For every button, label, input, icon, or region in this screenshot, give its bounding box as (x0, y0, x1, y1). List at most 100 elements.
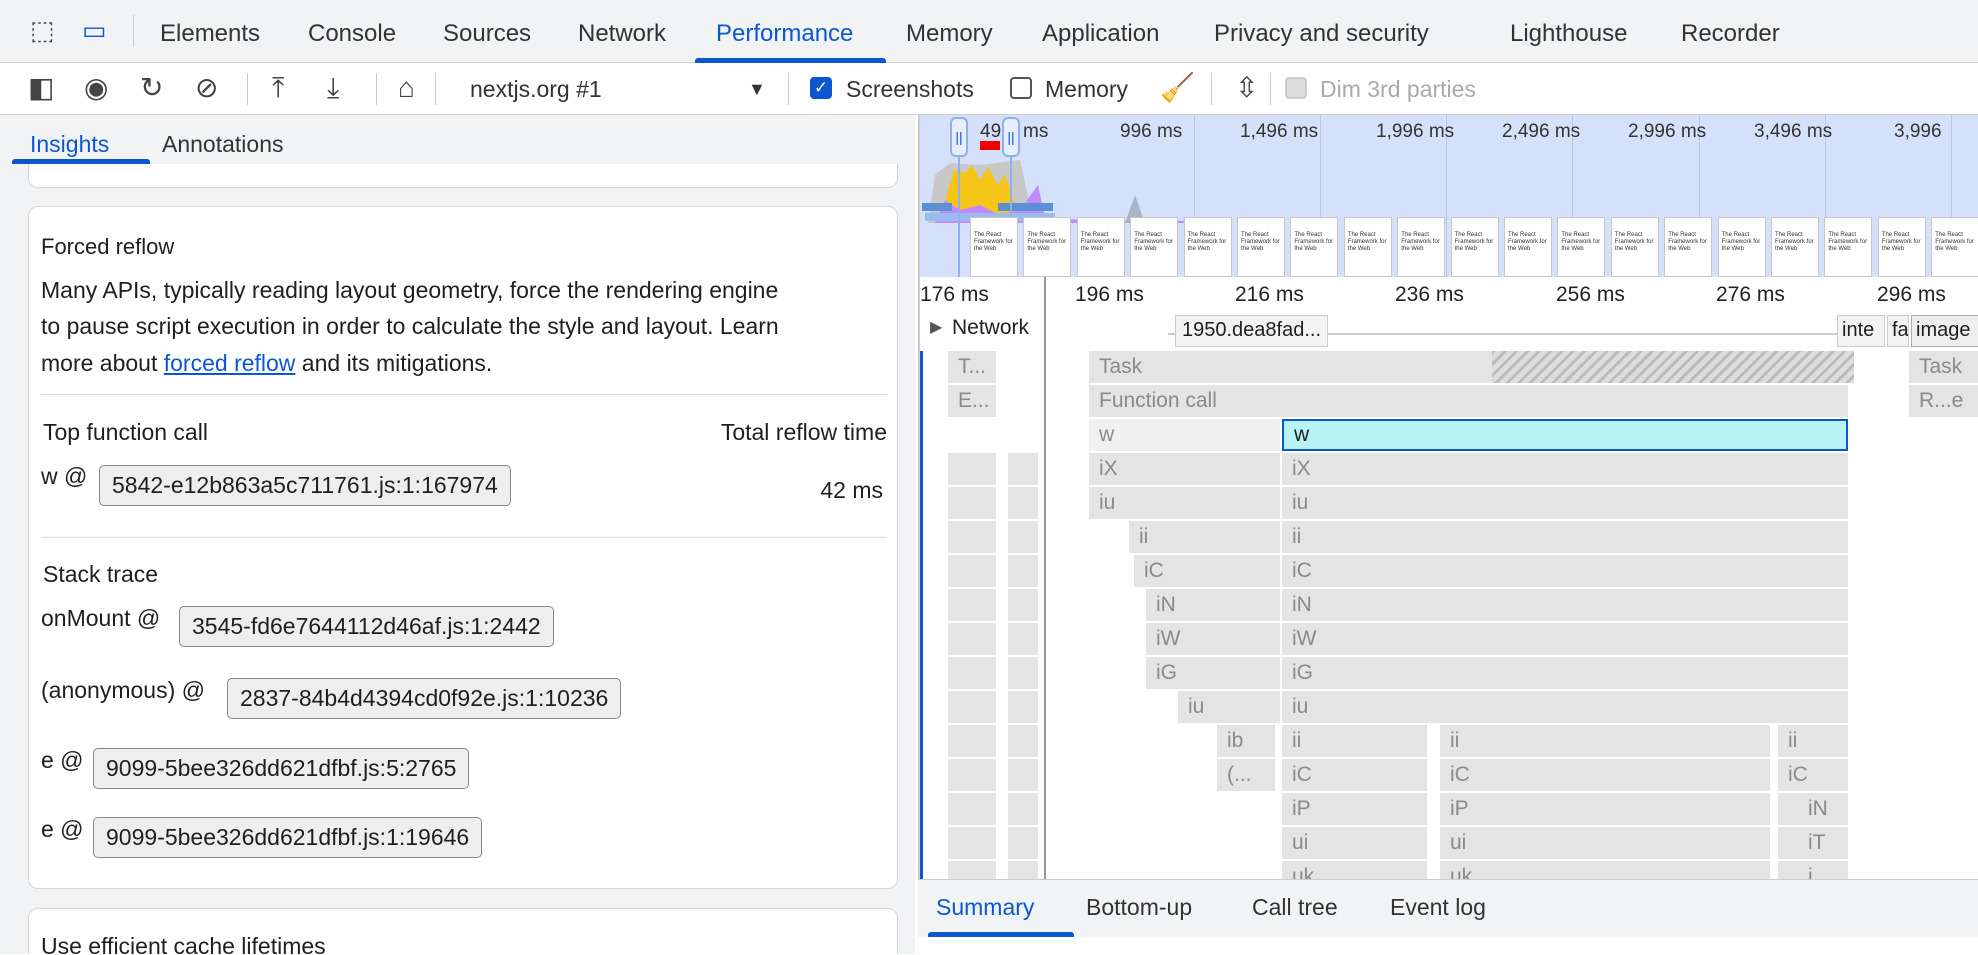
flame-block-small[interactable] (948, 657, 996, 689)
tab-summary[interactable]: Summary (936, 894, 1035, 920)
source-link-chip[interactable]: 5842-e12b863a5c711761.js:1:167974 (99, 465, 511, 506)
flame-block[interactable]: iu (1178, 691, 1280, 723)
range-handle-left[interactable]: || (950, 117, 968, 157)
flame-block[interactable]: iu (1282, 487, 1848, 519)
screenshot-thumbnail[interactable]: The React Framework for the Web (1290, 217, 1339, 277)
screenshot-thumbnail[interactable]: The React Framework for the Web (1717, 217, 1766, 277)
dropdown-arrow-icon[interactable]: ▼ (748, 79, 766, 99)
flame-block[interactable]: iC (1134, 555, 1280, 587)
tab-event-log[interactable]: Event log (1390, 894, 1486, 920)
flame-block[interactable]: iu (1089, 487, 1280, 519)
garbage-collect-broom-icon[interactable]: 🧹 (1160, 72, 1195, 103)
flame-block-small[interactable] (948, 759, 996, 791)
flame-block-task[interactable]: Task (1909, 351, 1978, 383)
tab-annotations[interactable]: Annotations (162, 131, 284, 157)
flame-block[interactable]: iX (1282, 453, 1848, 485)
screenshot-thumbnail[interactable]: The React Framework for the Web (1237, 217, 1285, 277)
stack-frame-link[interactable]: 9099-5bee326dd621dfbf.js:5:2765 (93, 748, 470, 789)
flame-block[interactable]: iX (1089, 453, 1280, 485)
tab-recorder[interactable]: Recorder (1681, 20, 1780, 47)
flame-block-small[interactable] (1008, 623, 1038, 655)
flame-block[interactable]: T... (948, 351, 996, 383)
screenshots-checkbox[interactable]: ✓ (810, 77, 832, 99)
recording-select[interactable]: nextjs.org #1 (470, 76, 602, 102)
flame-block[interactable]: E... (948, 385, 996, 417)
flame-block-small[interactable] (1008, 793, 1038, 825)
network-request[interactable]: inte (1837, 315, 1885, 347)
network-track-label[interactable]: Network (952, 316, 1030, 339)
flame-block[interactable]: ib (1217, 725, 1275, 757)
flame-block[interactable]: ii (1282, 725, 1427, 757)
screenshot-thumbnail[interactable]: The React Framework for the Web (1450, 217, 1499, 277)
network-request[interactable]: fa (1887, 315, 1909, 347)
flame-block-small[interactable] (1008, 759, 1038, 791)
flame-block-w[interactable]: w (1089, 419, 1280, 451)
flame-block[interactable]: iN (1282, 589, 1848, 621)
inspect-element-icon[interactable]: ⬚ (30, 15, 55, 45)
screenshot-thumbnail[interactable]: The React Framework for the Web (1824, 217, 1873, 277)
tab-call-tree[interactable]: Call tree (1252, 894, 1338, 920)
stack-frame-link[interactable]: 3545-fd6e7644112d46af.js:1:2442 (179, 606, 554, 647)
expand-triangle-icon[interactable]: ▶ (930, 319, 943, 336)
tab-performance[interactable]: Performance (716, 20, 854, 47)
flame-block[interactable]: iN (1146, 589, 1280, 621)
screenshot-thumbnail[interactable]: The React Framework for the Web (1771, 217, 1819, 277)
flame-block-small[interactable] (948, 827, 996, 859)
tab-lighthouse[interactable]: Lighthouse (1510, 20, 1628, 47)
flame-block-small[interactable] (948, 555, 996, 587)
flame-block[interactable]: iG (1282, 657, 1848, 689)
flame-block[interactable]: iW (1146, 623, 1280, 655)
tab-bottom-up[interactable]: Bottom-up (1086, 894, 1193, 920)
download-icon[interactable]: ⤓ (327, 72, 340, 103)
flame-block[interactable]: iu (1282, 691, 1848, 723)
flame-block[interactable]: iG (1146, 657, 1280, 689)
tab-application[interactable]: Application (1042, 20, 1160, 47)
flame-block-small[interactable] (948, 725, 996, 757)
flame-block[interactable]: iP (1282, 793, 1427, 825)
screenshot-thumbnail[interactable]: The React Framework for the Web (1931, 217, 1978, 277)
flame-block-small[interactable] (948, 453, 996, 485)
flame-block[interactable]: (... (1217, 759, 1275, 791)
screenshot-thumbnail[interactable]: The React Framework for the Web (1877, 217, 1926, 277)
memory-checkbox[interactable] (1010, 77, 1032, 99)
reload-record-icon[interactable]: ↻ (140, 72, 164, 103)
toggle-sidebar-icon[interactable]: ◧ (28, 72, 55, 103)
flame-block-small[interactable] (948, 487, 996, 519)
network-request[interactable]: 1950.dea8fad... (1175, 315, 1329, 347)
clear-icon[interactable]: ⊘ (195, 72, 219, 103)
dim-3rd-parties-checkbox[interactable] (1285, 77, 1307, 99)
screenshot-thumbnail[interactable]: The React Framework for the Web (1343, 217, 1392, 277)
tab-insights[interactable]: Insights (30, 131, 110, 157)
screenshot-thumbnail[interactable]: The React Framework for the Web (1610, 217, 1659, 277)
tab-network[interactable]: Network (578, 20, 667, 47)
collapse-tracks-icon[interactable]: ⇳ (1235, 72, 1259, 103)
tab-memory[interactable]: Memory (906, 20, 993, 47)
flame-block-small[interactable] (1008, 521, 1038, 553)
screenshot-thumbnail[interactable]: The React Framework for the Web (1076, 217, 1125, 277)
stack-frame-link[interactable]: 2837-84b4d4394cd0f92e.js:1:10236 (227, 678, 622, 719)
range-handle-right[interactable]: || (1002, 117, 1020, 157)
tab-sources[interactable]: Sources (443, 20, 532, 47)
flame-block-small[interactable] (948, 589, 996, 621)
screenshot-thumbnail[interactable]: The React Framework for the Web (1504, 217, 1552, 277)
tab-console[interactable]: Console (308, 20, 397, 47)
flame-block-small[interactable] (948, 691, 996, 723)
screenshot-thumbnail[interactable]: The React Framework for the Web (1557, 217, 1606, 277)
flame-block[interactable]: ii (1440, 725, 1770, 757)
flame-block-small[interactable] (1008, 589, 1038, 621)
record-icon[interactable]: ◉ (84, 72, 109, 103)
forced-reflow-link[interactable]: forced reflow (163, 350, 296, 376)
network-request[interactable]: image (1911, 315, 1978, 347)
flame-block-small[interactable] (1008, 657, 1038, 689)
stack-frame-link[interactable]: 9099-5bee326dd621dfbf.js:1:19646 (93, 817, 483, 858)
device-toolbar-icon[interactable]: ▭ (82, 15, 107, 45)
flame-block[interactable]: ii (1778, 725, 1848, 757)
flame-block[interactable]: iT (1778, 827, 1848, 859)
flame-block-small[interactable] (1008, 487, 1038, 519)
flame-block-small[interactable] (948, 793, 996, 825)
home-icon[interactable]: ⌂ (398, 72, 415, 103)
flame-block[interactable]: ui (1440, 827, 1770, 859)
cache-lifetimes-card[interactable]: Use efficient cache lifetimes (28, 908, 898, 954)
selected-flame-block-w[interactable]: w (1282, 419, 1848, 451)
screenshot-thumbnail[interactable]: The React Framework for the Web (1183, 217, 1232, 277)
